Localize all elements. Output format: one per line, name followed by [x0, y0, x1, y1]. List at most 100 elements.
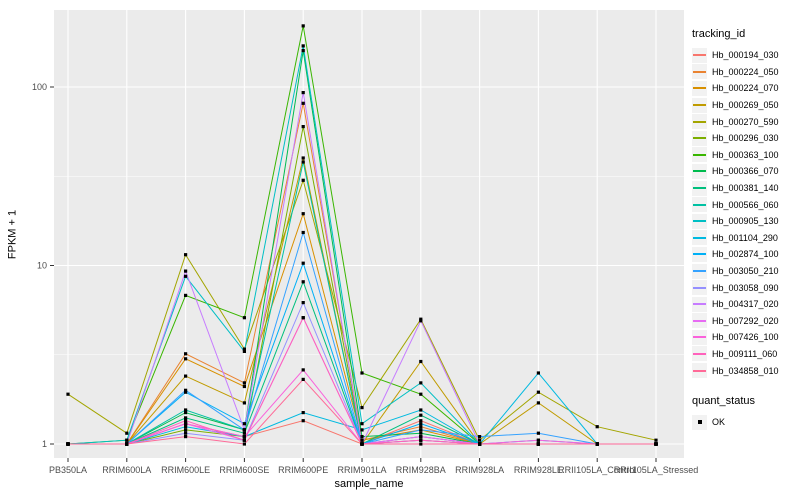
- legend-key-box: [692, 130, 707, 146]
- legend-item-Hb_007292_020: Hb_007292_020: [692, 313, 798, 330]
- legend-key-box: [692, 414, 707, 430]
- data-point: [184, 352, 188, 356]
- data-point: [125, 431, 129, 435]
- data-point: [536, 431, 540, 435]
- data-point: [184, 431, 188, 435]
- y-axis-labels: 1 10 100: [32, 82, 47, 449]
- line-swatch-icon: [693, 220, 706, 223]
- line-swatch-icon: [693, 54, 706, 57]
- data-point: [242, 347, 246, 351]
- data-point: [125, 442, 129, 446]
- data-point: [301, 160, 305, 164]
- data-point: [536, 401, 540, 405]
- line-swatch-icon: [693, 319, 706, 322]
- legend-key-box: [692, 80, 707, 96]
- data-point: [184, 425, 188, 429]
- data-point: [301, 316, 305, 320]
- legend-item-label: Hb_007292_020: [712, 315, 779, 326]
- x-tick-label: RRIM600LA: [102, 465, 151, 475]
- legend-key-box: [692, 280, 707, 296]
- legend-key-box: [692, 147, 707, 163]
- data-point: [419, 359, 423, 364]
- line-swatch-icon: [693, 120, 706, 123]
- line-swatch-icon: [693, 203, 706, 206]
- legend-key-box: [692, 263, 707, 279]
- panel-background: [54, 10, 684, 458]
- x-tick-label: RRIM928BA: [396, 465, 446, 475]
- legend-item-Hb_000224_070: Hb_000224_070: [692, 80, 798, 97]
- data-point: [360, 406, 364, 410]
- x-tick-label: RRII105LA_Control: [558, 465, 636, 475]
- legend-item-Hb_001104_290: Hb_001104_290: [692, 230, 798, 247]
- legend-item-Hb_000296_030: Hb_000296_030: [692, 130, 798, 147]
- data-point: [242, 435, 246, 439]
- data-point: [360, 428, 364, 432]
- legend-item-Hb_007426_100: Hb_007426_100: [692, 329, 798, 346]
- legend-title-tracking-id: tracking_id: [692, 28, 746, 40]
- x-tick-label: PB350LA: [49, 465, 87, 475]
- legend-key-box: [692, 47, 707, 63]
- data-point: [419, 435, 423, 439]
- data-point: [125, 438, 129, 442]
- line-swatch-icon: [693, 270, 706, 273]
- legend-key-box: [692, 230, 707, 246]
- legend-item-label: Hb_007426_100: [712, 332, 779, 343]
- data-point: [301, 230, 305, 235]
- legend-item-label: Hb_001104_290: [712, 232, 778, 243]
- legend-item-Hb_034858_010: Hb_034858_010: [692, 362, 798, 379]
- data-point: [360, 371, 364, 375]
- data-point: [184, 428, 188, 432]
- legend-item-Hb_000381_140: Hb_000381_140: [692, 180, 798, 197]
- data-point: [301, 411, 305, 415]
- legend-item-Hb_000905_130: Hb_000905_130: [692, 213, 798, 230]
- line-swatch-icon: [693, 303, 706, 306]
- data-point: [301, 212, 305, 216]
- line-swatch-icon: [693, 187, 706, 190]
- data-point: [301, 24, 305, 28]
- legend-item-Hb_000363_100: Hb_000363_100: [692, 147, 798, 164]
- data-point: [478, 442, 482, 446]
- data-point: [242, 349, 246, 353]
- legend-item-label: Hb_000224_070: [712, 83, 779, 94]
- data-point: [301, 49, 305, 53]
- data-point: [301, 368, 305, 372]
- legend-item-label: Hb_000194_030: [712, 50, 779, 61]
- legend-item-label: Hb_003050_210: [712, 266, 779, 277]
- data-point: [536, 438, 540, 442]
- data-point: [184, 435, 188, 439]
- data-point: [301, 178, 305, 182]
- data-point: [419, 428, 423, 432]
- data-point: [184, 253, 188, 257]
- data-point: [419, 419, 423, 423]
- x-tick-label: RRII105LA_Stressed: [614, 465, 699, 475]
- legend-item-label: OK: [712, 417, 726, 428]
- data-point: [536, 442, 540, 446]
- data-point: [66, 392, 70, 396]
- legend-item-label: Hb_003058_090: [712, 282, 779, 293]
- legend-key-box: [692, 246, 707, 262]
- data-point: [242, 384, 246, 389]
- data-point: [242, 428, 246, 432]
- x-axis-labels: PB350LA RRIM600LA RRIM600LE RRIM600SE RRIM60…: [49, 465, 698, 475]
- line-swatch-icon: [693, 352, 706, 355]
- legend-item-Hb_000194_030: Hb_000194_030: [692, 47, 798, 64]
- data-point: [242, 442, 246, 446]
- legend-item-label: Hb_000269_050: [712, 100, 779, 111]
- data-point: [360, 435, 364, 439]
- legend-key-box: [692, 114, 707, 130]
- legend-key-box: [692, 64, 707, 80]
- data-point: [419, 413, 423, 417]
- data-point: [419, 438, 423, 442]
- data-point: [360, 422, 364, 426]
- data-point: [184, 416, 188, 420]
- legend-item-label: Hb_002874_100: [712, 249, 779, 260]
- legend-item-Hb_000269_050: Hb_000269_050: [692, 97, 798, 114]
- data-point: [419, 392, 423, 396]
- axis-ticks: [50, 86, 657, 462]
- data-point: [419, 408, 423, 412]
- x-axis-title: sample_name: [334, 478, 404, 490]
- line-swatch-icon: [693, 153, 706, 156]
- x-tick-label: RRIM600LE: [161, 465, 210, 475]
- legend-key-box: [692, 97, 707, 113]
- legend-item-label: Hb_000270_590: [712, 116, 779, 127]
